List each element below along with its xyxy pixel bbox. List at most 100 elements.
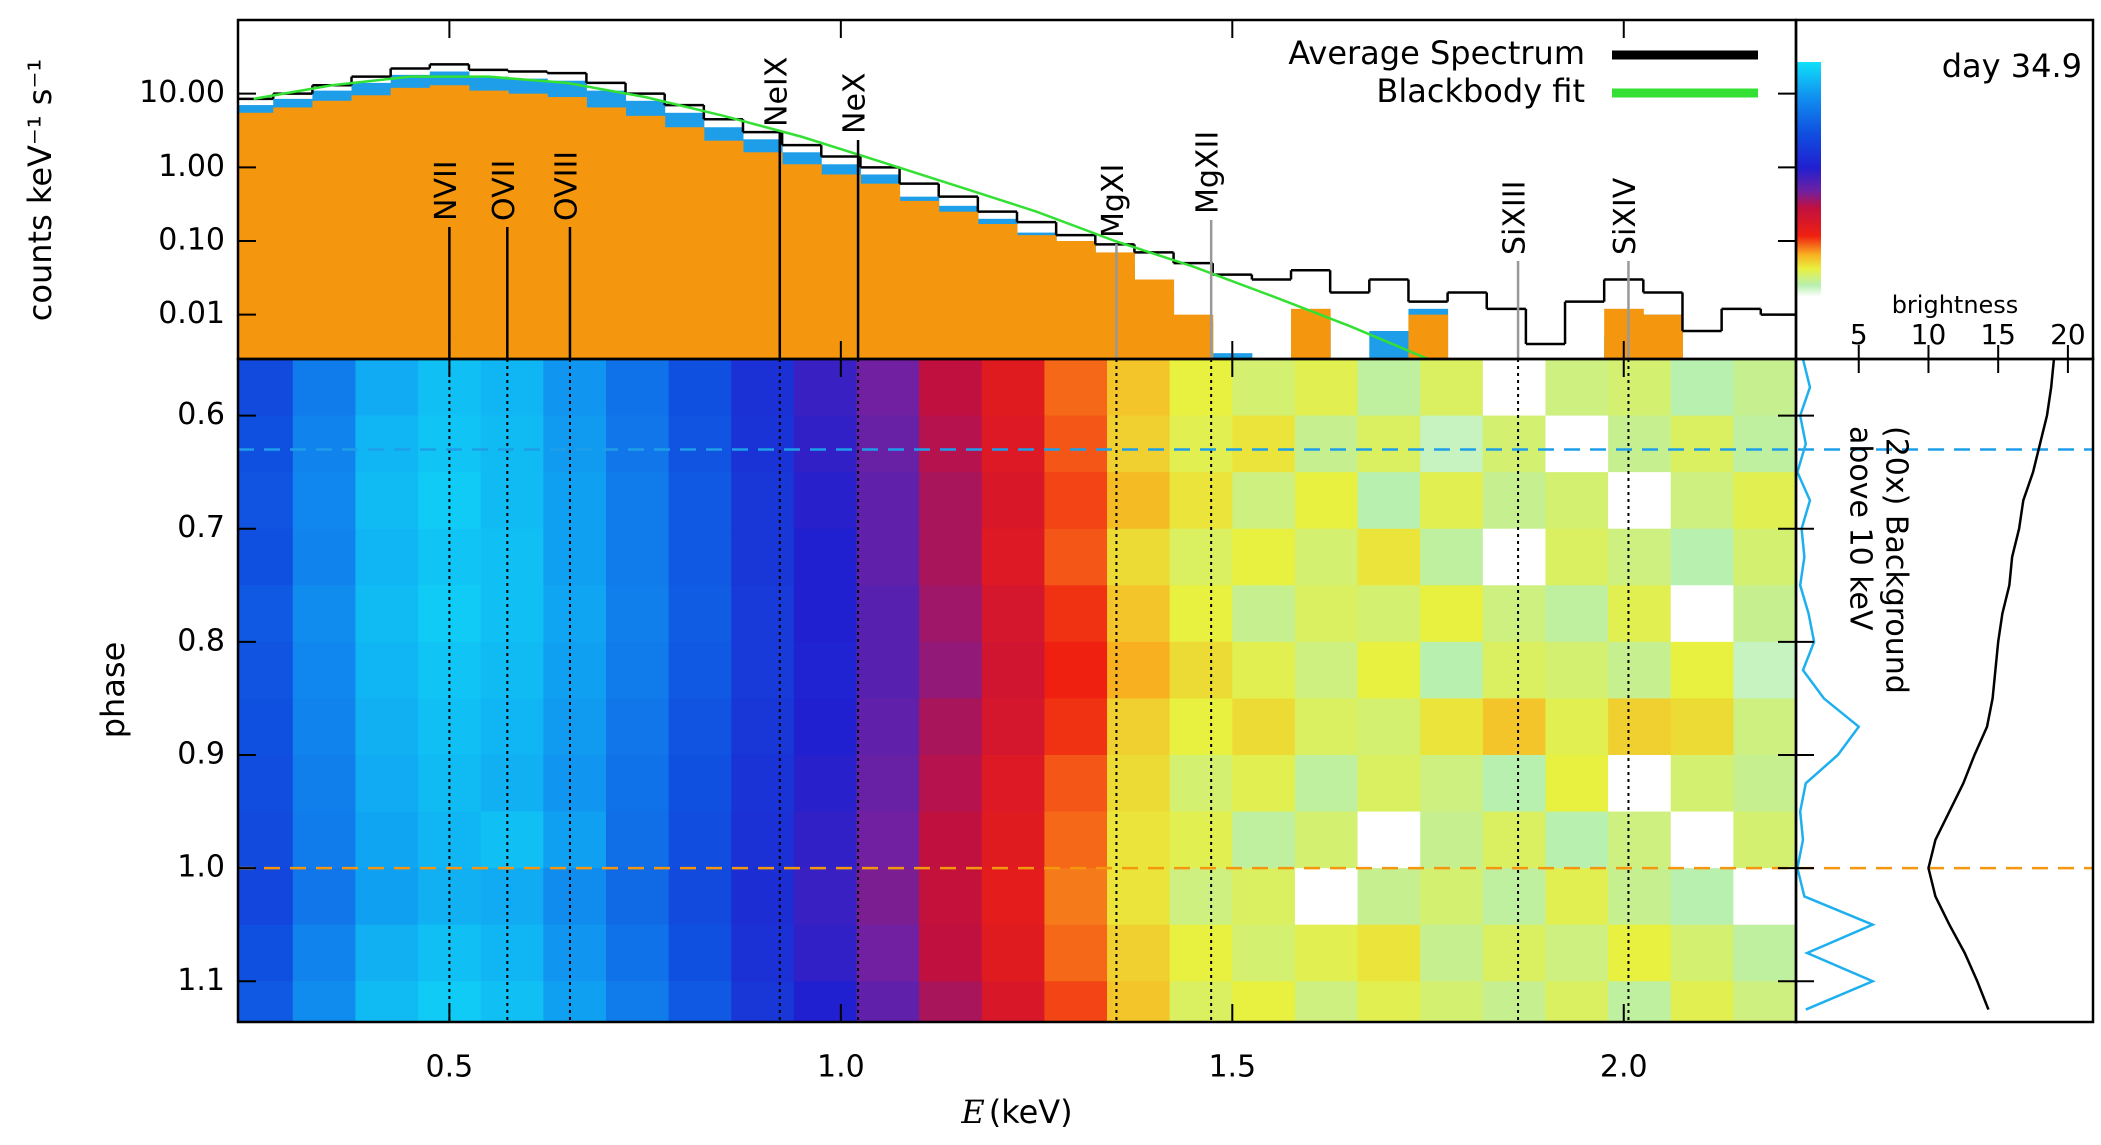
legend-label: Blackbody fit	[1376, 72, 1585, 110]
line-label: SiXIII	[1498, 181, 1533, 255]
heat-cell	[1169, 359, 1233, 417]
line-label: OVII	[487, 160, 522, 221]
heat-cell	[1044, 698, 1108, 756]
heat-cell	[1294, 754, 1359, 813]
heat-cell	[1670, 641, 1734, 699]
heat-cell	[543, 472, 607, 530]
heat-cell	[1733, 641, 1796, 699]
y-tick-label: 1.0	[177, 850, 225, 885]
heat-cell	[1107, 811, 1171, 869]
heat-cell	[1357, 528, 1421, 586]
heat-cell	[1420, 528, 1484, 586]
spectrum	[238, 63, 1796, 359]
heat-cell	[1357, 585, 1421, 643]
heat-cell	[1733, 528, 1796, 586]
heat-cell	[1545, 698, 1609, 756]
heat-cell	[856, 754, 920, 813]
heat-cell	[668, 924, 732, 982]
heat-cell	[919, 641, 983, 699]
spectrum-bar	[1095, 252, 1135, 359]
y-tick-label: 10.00	[139, 75, 225, 110]
heat-cell	[1420, 698, 1484, 756]
heat-cell	[1482, 924, 1546, 982]
heat-cell	[1545, 981, 1609, 1022]
heat-cell	[292, 981, 356, 1022]
heat-cell	[1670, 924, 1734, 982]
y-tick-label: 0.6	[177, 397, 225, 432]
heat-cell	[919, 868, 983, 926]
y-tick-label: 1.00	[158, 149, 225, 184]
heat-cell	[731, 811, 795, 869]
heat-cell	[1545, 472, 1609, 530]
heat-cell	[1420, 868, 1484, 926]
heat-cell	[1044, 811, 1108, 869]
heat-cell	[1545, 528, 1609, 586]
heat-cell	[668, 585, 732, 643]
heat-cell	[1608, 415, 1672, 473]
heat-cell	[292, 359, 356, 417]
heat-cell	[919, 415, 983, 473]
heat-cell	[668, 811, 732, 869]
spectrum-bar	[273, 107, 313, 359]
heat-cell	[793, 698, 858, 756]
heat-cell	[1044, 754, 1108, 813]
heat-cell	[793, 585, 858, 643]
heat-cell	[1420, 415, 1484, 473]
heat-cell	[1733, 585, 1796, 643]
spectrum-bar	[977, 224, 1018, 359]
heat-cell	[668, 359, 732, 417]
y-axis-title: counts keV⁻¹ s⁻¹	[21, 59, 59, 321]
heat-cell	[1107, 472, 1171, 530]
heat-cell	[1608, 359, 1672, 417]
heat-cell	[1232, 585, 1296, 643]
heat-cell	[1044, 415, 1108, 473]
heat-cell	[1169, 698, 1233, 756]
heat-cell	[1482, 698, 1546, 756]
heat-cell	[1608, 811, 1672, 869]
heat-cell	[856, 415, 920, 473]
heat-cell	[480, 924, 544, 982]
heat-cell	[292, 868, 356, 926]
heat-cell	[668, 641, 732, 699]
heat-cell	[1357, 811, 1421, 869]
heat-cell	[793, 811, 858, 869]
heat-cell	[1608, 981, 1672, 1022]
heat-cell	[1420, 754, 1484, 813]
heat-cell	[480, 868, 544, 926]
heat-cell	[919, 811, 983, 869]
heat-cell	[292, 754, 356, 813]
heat-cell	[355, 868, 419, 926]
heat-cell	[543, 754, 607, 813]
heat-cell	[919, 585, 983, 643]
heat-cell	[480, 641, 544, 699]
heat-cell	[856, 924, 920, 982]
heat-cell	[480, 415, 544, 473]
heat-cell	[1169, 754, 1233, 813]
heat-cell	[1608, 698, 1672, 756]
heat-cell	[919, 924, 983, 982]
heat-cell	[1482, 528, 1546, 586]
light-curve-line	[1796, 359, 1876, 1011]
spectrum-bar	[1134, 279, 1175, 359]
heat-cell	[668, 472, 732, 530]
heat-cell	[1357, 698, 1421, 756]
day-label: day 34.9	[1942, 47, 2082, 85]
heat-cell	[292, 698, 356, 756]
heat-cell	[731, 528, 795, 586]
heat-cell	[1232, 981, 1296, 1022]
brightness-label: brightness	[1892, 291, 2019, 319]
heat-cell	[1670, 754, 1734, 813]
heat-cell	[1044, 359, 1108, 417]
heat-cell	[793, 641, 858, 699]
heat-cell	[1107, 641, 1171, 699]
heat-cell	[1044, 868, 1108, 926]
heat-cell	[919, 754, 983, 813]
spectrum-bar	[703, 140, 744, 359]
line-label: OVIII	[549, 151, 584, 221]
heat-cell	[355, 698, 419, 756]
heat-cell	[1357, 981, 1421, 1022]
heat-cell	[480, 528, 544, 586]
heat-cell	[238, 585, 294, 643]
heat-cell	[1608, 754, 1672, 813]
heat-cell	[793, 924, 858, 982]
